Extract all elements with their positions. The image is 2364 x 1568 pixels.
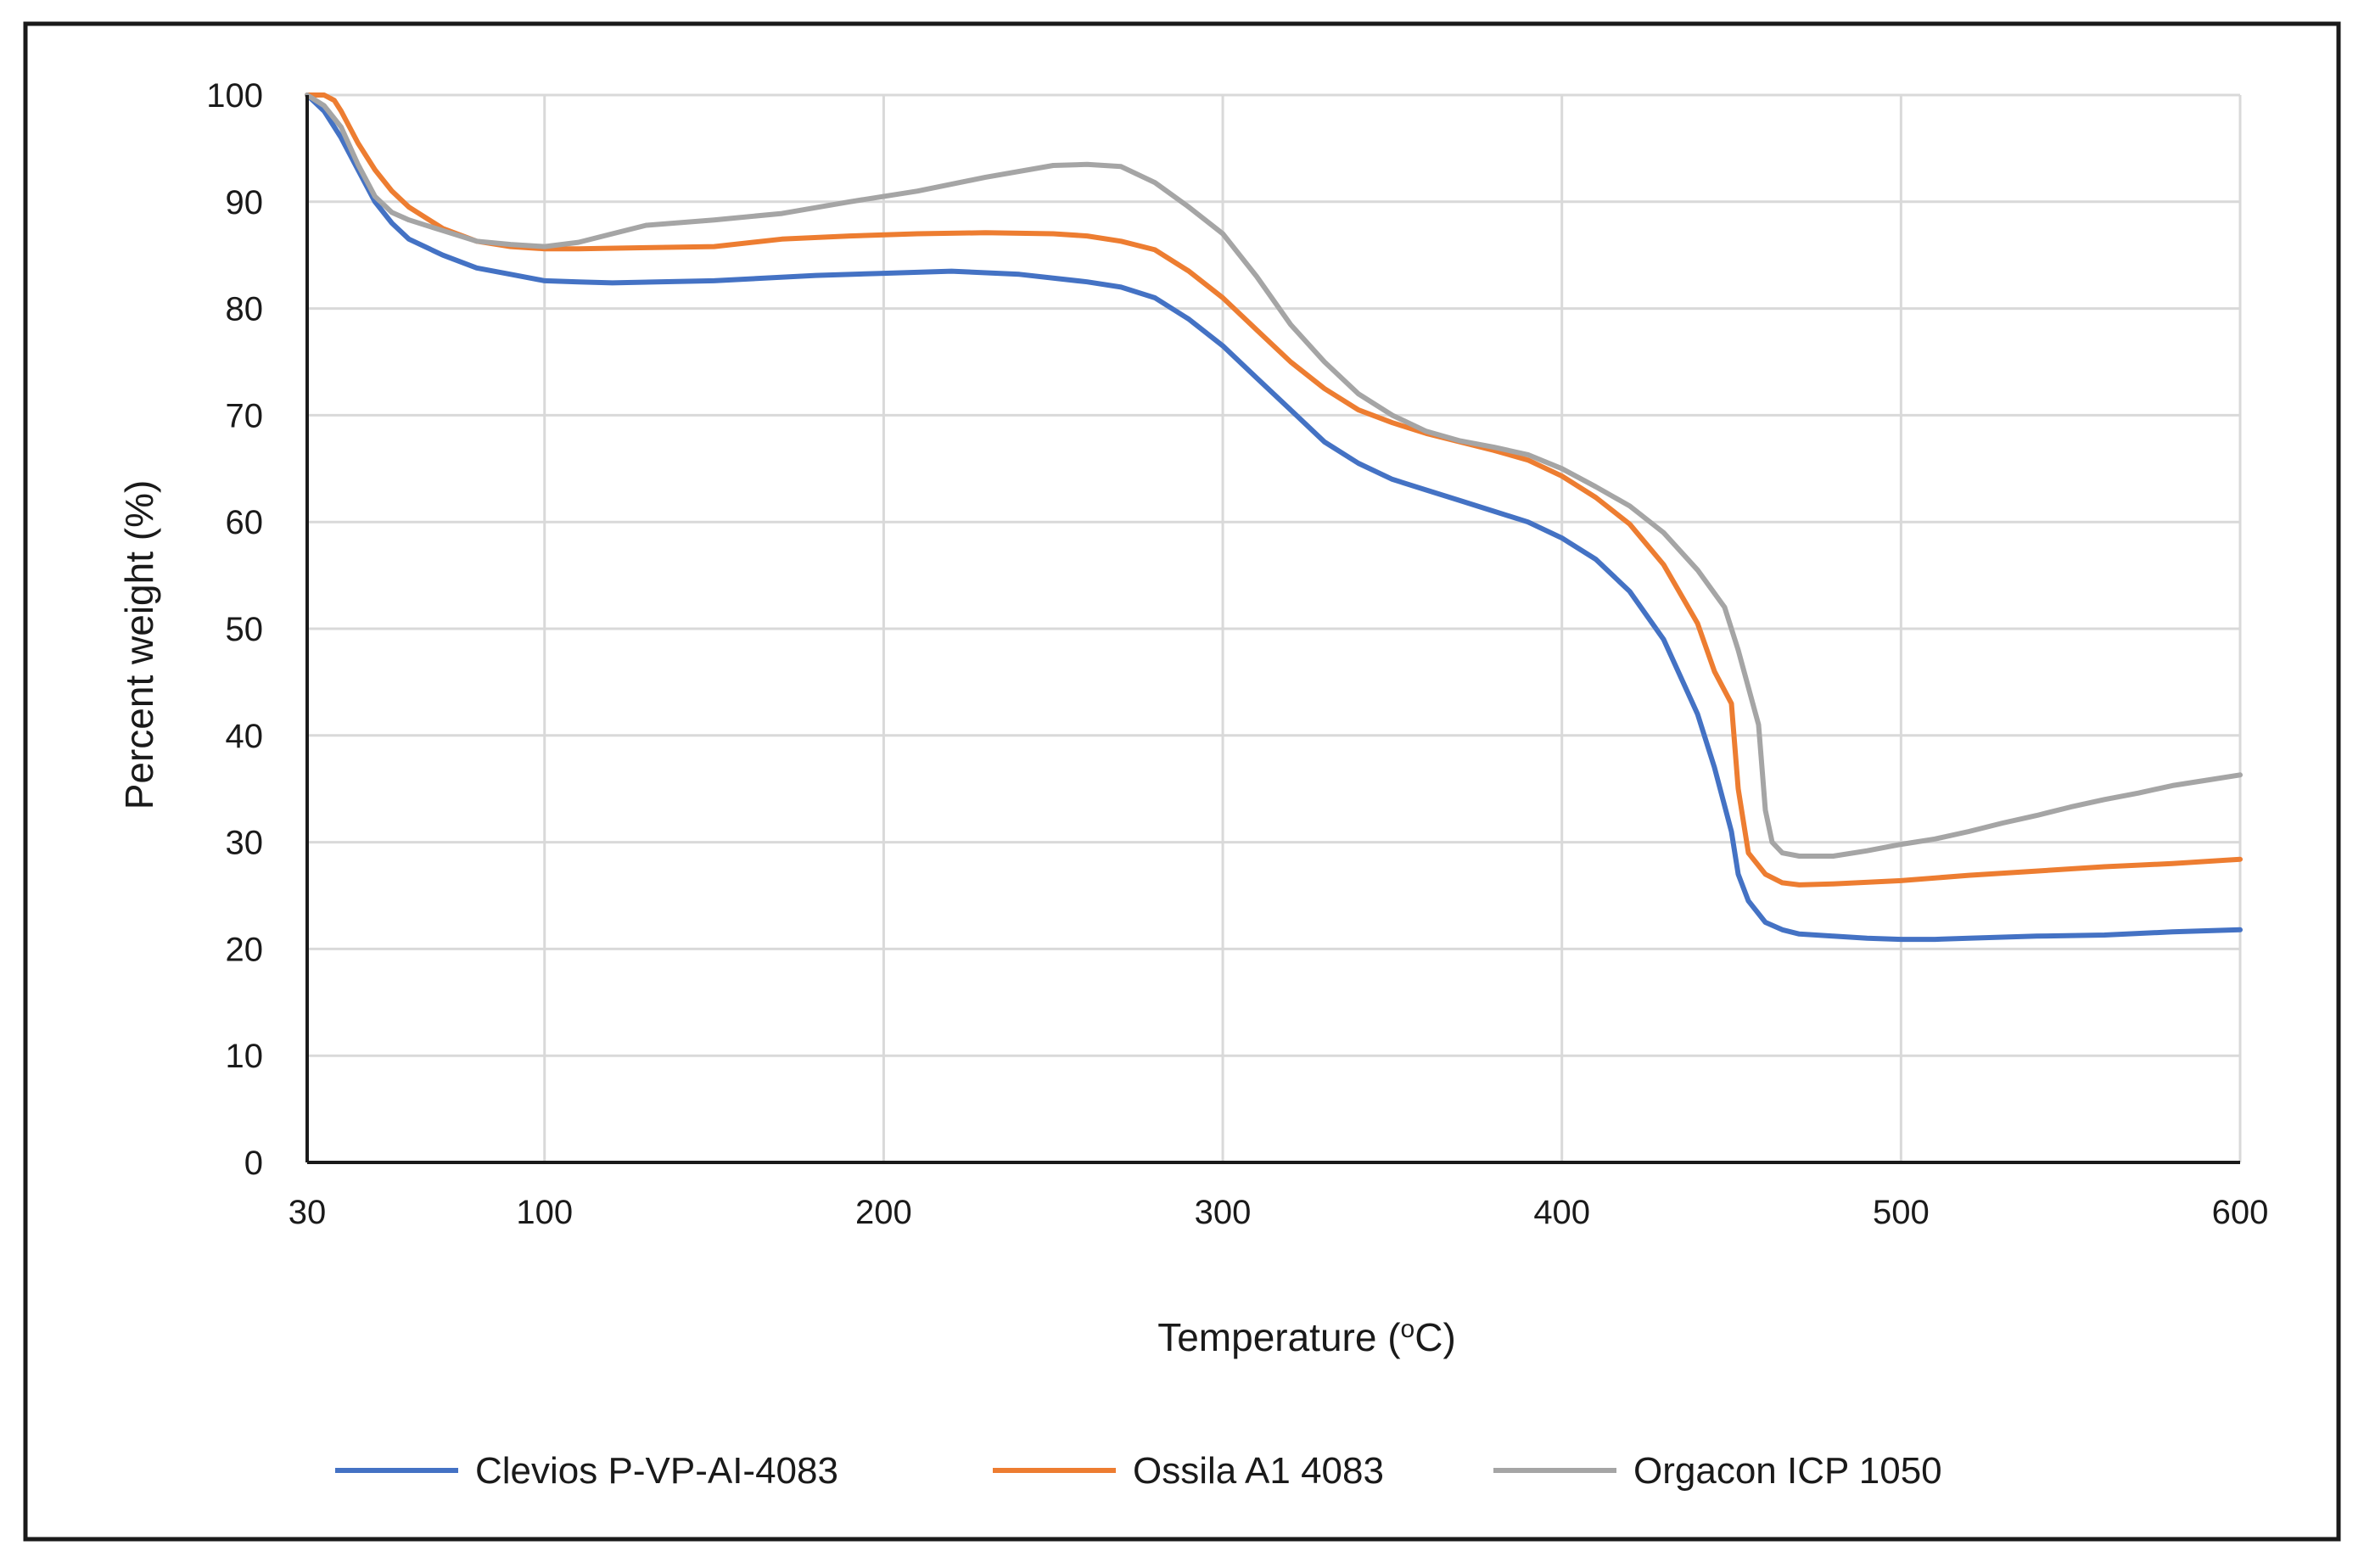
y-tick-label: 50 — [226, 611, 264, 648]
y-tick-label: 10 — [226, 1038, 264, 1075]
y-tick-label: 100 — [206, 77, 263, 115]
chart-frame — [23, 21, 2341, 1542]
series-line-orgacon-icp-1050 — [305, 92, 2243, 859]
x-tick-label: 500 — [1873, 1194, 1930, 1231]
y-tick-label: 30 — [226, 825, 264, 862]
y-tick-label: 20 — [226, 931, 264, 968]
x-tick-label: 300 — [1195, 1194, 1252, 1231]
legend: Clevios P-VP-AI-4083 Ossila A1 4083 Orgaco… — [335, 1450, 1942, 1492]
y-tick-label: 90 — [226, 184, 264, 221]
y-tick-label: 80 — [226, 291, 264, 328]
legend-item: Clevios P-VP-AI-4083 — [335, 1450, 838, 1492]
x-tick-label: 100 — [516, 1194, 573, 1231]
legend-label: Clevios P-VP-AI-4083 — [475, 1450, 838, 1492]
legend-label: Orgacon ICP 1050 — [1633, 1450, 1942, 1492]
x-tick-label: 400 — [1533, 1194, 1590, 1231]
x-tick-label: 30 — [288, 1194, 327, 1231]
legend-label: Ossila A1 4083 — [1133, 1450, 1384, 1492]
tick-labels: 0 10 20 30 40 50 60 70 80 90 100 30 100 200 300 400 500 6… — [206, 77, 2268, 1231]
y-axis-title: Percent weight (%) — [117, 480, 161, 810]
y-tick-label: 70 — [226, 397, 264, 434]
y-tick-label: 0 — [244, 1145, 263, 1182]
y-tick-label: 40 — [226, 718, 264, 755]
x-axis-title: Temperature (oC) — [1157, 1315, 1456, 1359]
axes — [305, 95, 2240, 1164]
series-line-clevios-p-vp-ai-4083 — [305, 92, 2243, 943]
legend-item: Orgacon ICP 1050 — [1493, 1450, 1942, 1492]
legend-item: Ossila A1 4083 — [993, 1450, 1384, 1492]
series-lines — [305, 92, 2243, 943]
x-tick-label: 200 — [855, 1194, 912, 1231]
x-tick-label: 600 — [2212, 1194, 2269, 1231]
y-tick-label: 60 — [226, 504, 264, 541]
